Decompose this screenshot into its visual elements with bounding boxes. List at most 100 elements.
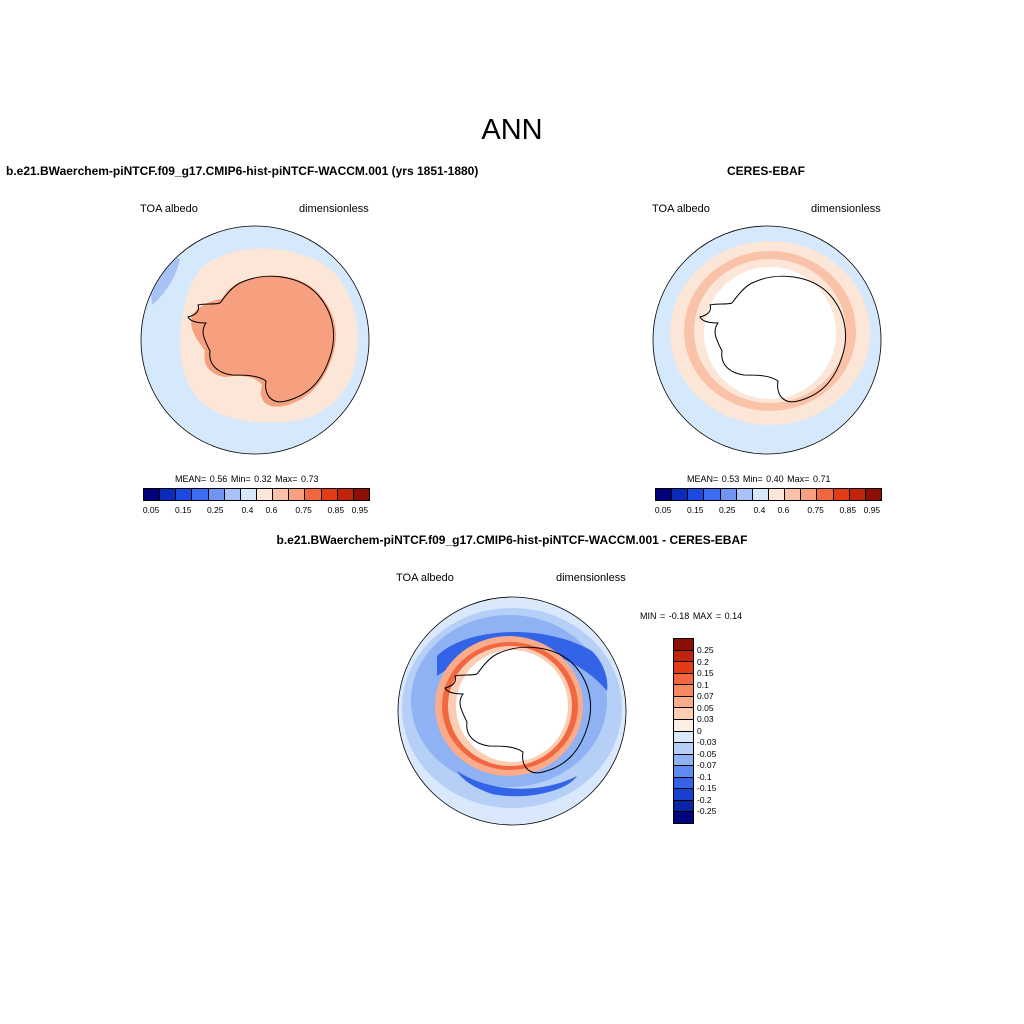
panel3-tick-label: -0.1 (697, 771, 712, 782)
colorbar-swatch (833, 489, 850, 500)
panel3-colorbar (673, 638, 694, 824)
colorbar-swatch (160, 489, 177, 500)
colorbar-swatch (672, 489, 689, 500)
panel2-tick-label: 0.6 (777, 505, 790, 515)
colorbar-swatch (817, 489, 834, 500)
colorbar-swatch (674, 754, 693, 767)
panel3-tick-label: -0.25 (697, 806, 717, 816)
panel1-max-value: 0.73 (300, 474, 319, 484)
colorbar-swatch (674, 650, 693, 663)
colorbar-swatch (865, 489, 881, 500)
colorbar-swatch (224, 489, 241, 500)
panel3-left-label: TOA albedo (396, 572, 454, 584)
colorbar-swatch (720, 489, 737, 500)
colorbar-swatch (768, 489, 786, 500)
panel3-tick-label: 0.25 (697, 645, 714, 655)
colorbar-swatch (674, 696, 693, 709)
colorbar-swatch (704, 489, 721, 500)
panel3-tick-label: 0.07 (697, 691, 714, 701)
colorbar-swatch (801, 489, 818, 500)
colorbar-swatch (289, 489, 306, 500)
panel3-tick-label: -0.05 (697, 748, 717, 759)
panel2-right-label: dimensionless (811, 203, 881, 215)
panel3-tick-label: -0.07 (697, 760, 717, 770)
panel2-colorbar-ticks: 0.05 0.15 0.25 0.4 0.6 0.75 0.85 0.95 (655, 505, 880, 517)
panel1-colorbar-ticks: 0.05 0.15 0.25 0.4 0.6 0.75 0.85 0.95 (143, 505, 368, 517)
panel3-tick-label: 0.15 (697, 668, 714, 678)
colorbar-swatch (674, 766, 693, 778)
panel1-tick-label: 0.85 (327, 505, 345, 515)
colorbar-swatch (321, 489, 338, 500)
panel1-tick-label: 0.75 (295, 505, 312, 515)
colorbar-swatch (849, 489, 866, 500)
panel2-min-label: Min= (742, 474, 763, 484)
panel3-tick-label: 0.2 (697, 656, 709, 667)
panel1-tick-label: 0.05 (142, 505, 160, 515)
panel3-tick-label: 0.1 (697, 679, 709, 690)
panel3-tick-label: -0.03 (697, 737, 717, 747)
colorbar-swatch (240, 489, 257, 500)
panel1-tick-label: 0.25 (206, 505, 224, 515)
panel1-tick-label: 0.4 (241, 505, 254, 515)
colorbar-swatch (144, 489, 161, 500)
panel3-tick-label: 0.05 (697, 702, 714, 713)
colorbar-swatch (256, 489, 274, 500)
panel2-tick-label: 0.4 (753, 505, 766, 515)
panel2-tick-label: 0.05 (654, 505, 672, 515)
panel1-min-value: 0.32 (254, 474, 272, 484)
panel1-right-label: dimensionless (299, 203, 369, 215)
panel2-title: CERES-EBAF (727, 164, 806, 178)
panel3-colorbar-ticks: 0.25 0.2 0.15 0.1 0.07 0.05 0.03 0 -0.03… (697, 638, 737, 822)
colorbar-swatch (176, 489, 193, 500)
panel3-tick-label: -0.15 (697, 783, 717, 793)
colorbar-swatch (674, 731, 693, 744)
panel1-mean-label: MEAN= (175, 474, 207, 484)
colorbar-swatch (192, 489, 209, 500)
panel2-stats: MEAN= 0.53 Min= 0.40 Max= 0.71 (687, 474, 830, 484)
panel2-min-value: 0.40 (766, 474, 784, 484)
panel1-coastline (187, 275, 335, 403)
panel2-tick-label: 0.25 (718, 505, 736, 515)
panel2-coastline (699, 275, 847, 403)
panel3-tick-label: 0.03 (697, 714, 714, 724)
panel3-missing-data (456, 650, 568, 762)
panel2-colorbar (655, 488, 882, 501)
panel2-left-label: TOA albedo (652, 203, 710, 215)
panel3-polar-map (397, 596, 627, 826)
main-title: ANN (481, 114, 543, 146)
panel2-tick-label: 0.85 (839, 505, 857, 515)
colorbar-swatch (674, 812, 693, 823)
panel2-mean-label: MEAN= (687, 474, 719, 484)
colorbar-swatch (674, 743, 693, 755)
panel3-max-label: MAX = (692, 611, 722, 621)
panel1-mean-value: 0.56 (209, 474, 228, 484)
colorbar-swatch (674, 708, 693, 720)
panel1-tick-label: 0.15 (174, 505, 192, 515)
panel2-max-label: Max= (787, 474, 810, 484)
panel1-min-label: Min= (230, 474, 251, 484)
panel2-polar-map (652, 225, 882, 455)
colorbar-swatch (674, 789, 693, 801)
colorbar-swatch (736, 489, 753, 500)
panel1-max-label: Max= (275, 474, 298, 484)
colorbar-swatch (674, 800, 693, 813)
colorbar-swatch (353, 489, 369, 500)
colorbar-swatch (656, 489, 673, 500)
panel1-tick-label: 0.6 (265, 505, 278, 515)
panel1-tick-label: 0.95 (351, 505, 369, 515)
colorbar-swatch (674, 662, 693, 674)
panel1-map-border (140, 225, 370, 455)
colorbar-swatch (674, 719, 693, 732)
panel1-title: b.e21.BWaerchem-piNTCF.f09_g17.CMIP6-his… (6, 164, 479, 178)
colorbar-swatch (752, 489, 769, 500)
panel3-tick-label: -0.2 (697, 794, 712, 805)
colorbar-swatch (674, 639, 693, 651)
panel3-right-label: dimensionless (556, 572, 626, 584)
panel1-left-label: TOA albedo (140, 203, 198, 215)
panel1-polar-map (140, 225, 370, 455)
panel1-stats: MEAN= 0.56 Min= 0.32 Max= 0.73 (175, 474, 318, 484)
panel2-missing-data (704, 267, 836, 399)
panel3-min-value: -0.18 (668, 611, 690, 621)
colorbar-swatch (337, 489, 354, 500)
colorbar-swatch (273, 489, 290, 500)
